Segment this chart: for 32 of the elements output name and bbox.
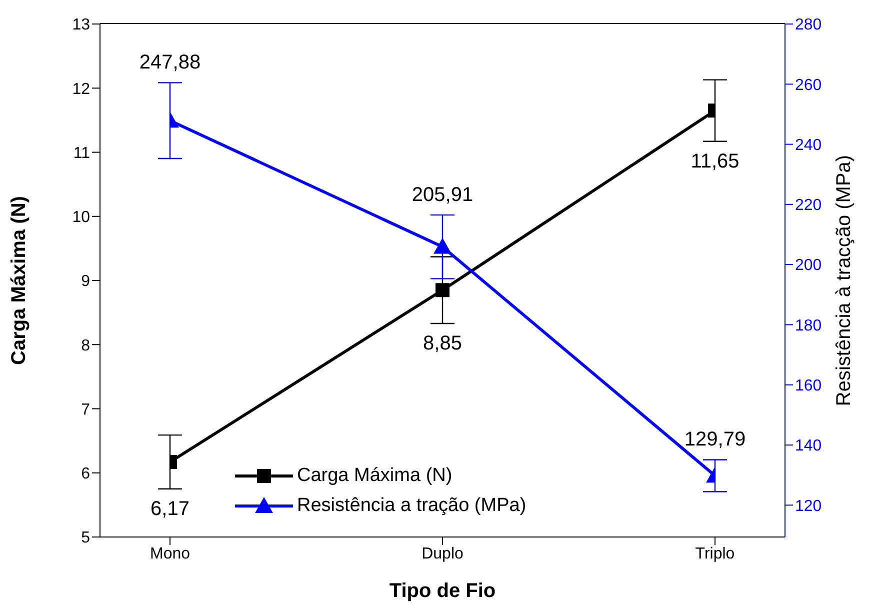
y2-tick-label: 240 bbox=[795, 136, 822, 154]
y-tick-label: 6 bbox=[81, 466, 90, 483]
x-tick-label: Duplo bbox=[422, 545, 464, 562]
x-axis-title: Tipo de Fio bbox=[389, 580, 496, 602]
data-label: 8,85 bbox=[423, 332, 462, 354]
y-tick-label: 9 bbox=[81, 273, 90, 290]
y2-tick-label: 160 bbox=[795, 378, 822, 395]
y2-tick-label: 120 bbox=[795, 498, 822, 515]
data-label: 6,17 bbox=[150, 498, 190, 520]
y-tick-label: 7 bbox=[81, 401, 90, 418]
x-tick-label: Mono bbox=[150, 545, 190, 562]
data-label: 205,91 bbox=[412, 184, 474, 206]
data-label: 129,79 bbox=[684, 428, 746, 451]
y-tick-label: 10 bbox=[72, 209, 90, 226]
y-tick-label: 11 bbox=[73, 144, 90, 162]
data-label: 247,88 bbox=[139, 52, 201, 74]
y2-axis-title: Resistência à tracção (MPa) bbox=[833, 154, 856, 406]
legend-label: Resistência a tração (MPa) bbox=[297, 495, 526, 517]
legend-label: Carga Máxima (N) bbox=[297, 465, 452, 487]
data-label: 11,65 bbox=[690, 150, 740, 172]
x-tick-label: Triplo bbox=[695, 545, 735, 562]
y-axis-title: Carga Máxima (N) bbox=[8, 196, 30, 365]
y2-tick-label: 280 bbox=[795, 16, 822, 34]
y2-tick-label: 260 bbox=[795, 76, 822, 94]
y-tick-label: 13 bbox=[72, 16, 90, 34]
y-tick-label: 8 bbox=[81, 337, 90, 354]
y2-tick-label: 200 bbox=[795, 257, 822, 274]
y2-tick-label: 180 bbox=[795, 317, 822, 334]
y-tick-label: 12 bbox=[72, 80, 90, 98]
y-tick-label: 5 bbox=[81, 530, 90, 547]
y2-tick-label: 220 bbox=[795, 197, 822, 214]
y2-tick-label: 140 bbox=[795, 438, 822, 455]
